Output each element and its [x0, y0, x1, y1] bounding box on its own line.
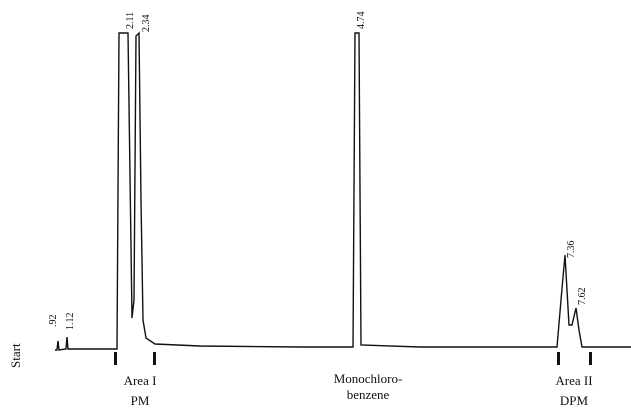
region-label: Monochloro-	[334, 371, 403, 386]
peak-label: 1.12	[65, 313, 76, 331]
region-label: Area II	[555, 373, 592, 388]
region-sublabel: benzene	[347, 387, 390, 402]
region-sublabel: DPM	[560, 393, 589, 408]
peak-label: 4.74	[356, 12, 367, 30]
peak-label: 2.11	[125, 12, 136, 29]
marker	[589, 352, 592, 365]
marker	[557, 352, 560, 365]
trace	[55, 31, 631, 351]
peak-label: .92	[48, 315, 59, 328]
region-label: Area I	[124, 373, 157, 388]
peak-label: 7.36	[566, 241, 577, 259]
peak-label: 7.62	[577, 288, 588, 306]
marker	[153, 352, 156, 365]
region-sublabel: PM	[131, 393, 150, 408]
start-label: Start	[8, 343, 23, 368]
marker	[114, 352, 117, 365]
peak-label: 2.34	[141, 15, 152, 33]
